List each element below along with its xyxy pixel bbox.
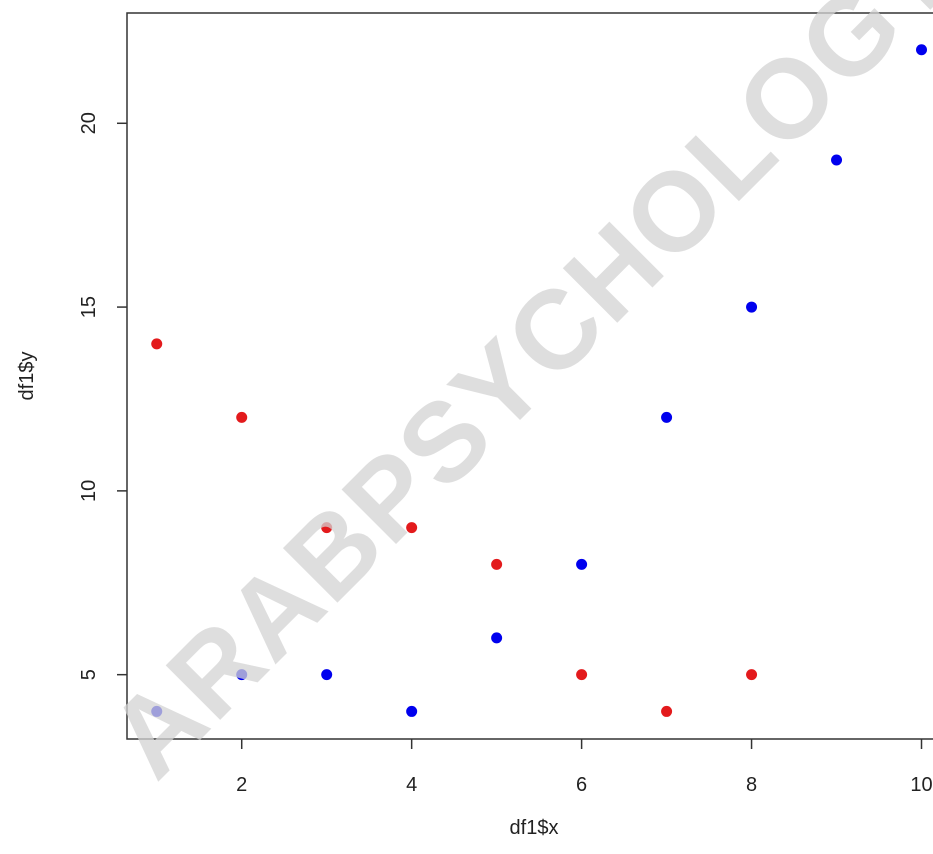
watermark: ARABPSYCHOLOGY — [85, 0, 933, 801]
data-point — [746, 669, 758, 681]
y-axis-title: df1$y — [16, 352, 38, 401]
y-tick-label: 20 — [78, 112, 100, 134]
y-tick-label: 15 — [78, 296, 100, 318]
data-point — [916, 44, 928, 56]
data-point — [236, 669, 248, 681]
data-points — [151, 44, 928, 717]
x-tick-label: 8 — [746, 774, 757, 796]
data-point — [406, 522, 418, 534]
data-point — [406, 705, 418, 717]
data-point — [746, 301, 758, 313]
y-tick-label: 10 — [78, 480, 100, 502]
y-axis: 5 10 15 20 — [78, 112, 127, 680]
data-point — [321, 522, 333, 534]
x-axis: 2 4 6 8 10 — [236, 739, 933, 796]
data-point — [491, 558, 503, 570]
data-point — [236, 411, 248, 423]
data-point — [661, 411, 673, 423]
x-tick-label: 4 — [406, 774, 417, 796]
x-tick-label: 10 — [910, 774, 932, 796]
data-point — [491, 632, 503, 644]
y-tick-label: 5 — [78, 669, 100, 680]
x-tick-label: 2 — [236, 774, 247, 796]
data-point — [661, 705, 673, 717]
data-point — [151, 338, 163, 350]
data-point — [151, 705, 163, 717]
x-tick-label: 6 — [576, 774, 587, 796]
data-point — [576, 558, 588, 570]
data-point — [576, 669, 588, 681]
data-point — [831, 154, 843, 166]
x-axis-title: df1$x — [510, 817, 559, 839]
data-point — [321, 669, 333, 681]
plot-frame — [126, 12, 933, 740]
